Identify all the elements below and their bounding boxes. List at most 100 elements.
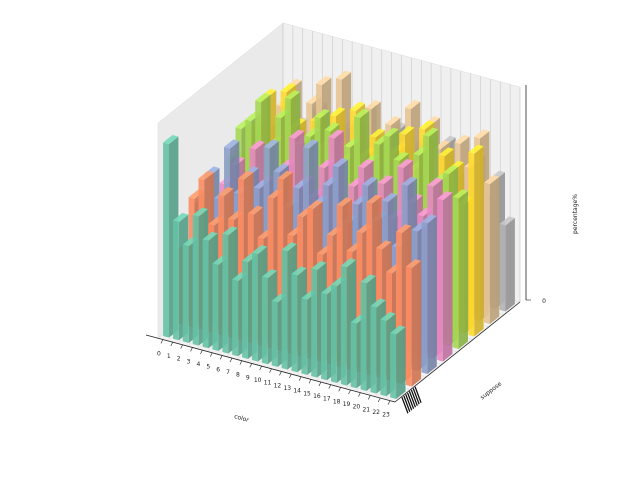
bar-side — [489, 176, 500, 324]
bar-top — [421, 214, 437, 224]
bar-front — [360, 281, 367, 391]
bar-top — [360, 274, 376, 284]
bar-top — [385, 116, 401, 126]
bar-front — [468, 152, 475, 337]
bar-top — [383, 127, 399, 137]
bar-side — [443, 192, 453, 362]
x-tick-label: 1 — [167, 353, 171, 360]
bar-top — [358, 159, 374, 169]
x-tick — [180, 344, 183, 349]
bar-top — [303, 139, 319, 149]
bar-top — [252, 245, 268, 255]
bar-top — [437, 191, 453, 201]
bar-top — [354, 108, 370, 119]
x-tick — [368, 395, 371, 400]
bar-top — [427, 177, 443, 187]
y-tick — [405, 394, 413, 411]
x-tick — [308, 379, 312, 384]
bar-front — [192, 215, 199, 346]
axes: 0 1 2 3 4 5 6 7 8 9 10 11 12 13 14 15 16 17 18 19 20 21 22 23 — [145, 85, 531, 419]
bar-top — [289, 129, 305, 139]
bar-side — [427, 216, 437, 374]
bar-top — [405, 100, 421, 110]
bar-front — [484, 182, 490, 324]
x-tick-label: 12 — [274, 382, 282, 389]
bar-top — [442, 165, 459, 175]
bar — [452, 189, 468, 349]
bar-top — [328, 129, 344, 139]
bar-front — [182, 244, 189, 343]
y-tick — [401, 397, 409, 414]
y-tick — [412, 388, 420, 405]
y-tick — [414, 386, 422, 403]
bar-front — [437, 198, 443, 362]
bar-top — [468, 144, 484, 154]
x-tick-label: 6 — [216, 366, 220, 373]
bar-top — [340, 258, 357, 268]
bar-top — [434, 140, 450, 150]
bar-side — [474, 146, 484, 337]
bar-top — [366, 194, 382, 204]
bar-top — [218, 186, 234, 197]
x-tick — [318, 381, 322, 387]
y-tick — [408, 391, 417, 408]
y-axis-line — [394, 301, 521, 403]
bar-top — [365, 100, 381, 110]
bar — [468, 144, 484, 337]
bar-top — [452, 189, 468, 199]
x-tick — [348, 389, 351, 395]
bar-front — [340, 265, 347, 386]
x-tick-label: 23 — [382, 412, 390, 419]
bar-top — [396, 224, 412, 234]
bar-top — [307, 200, 323, 210]
x-tick-label: 11 — [264, 380, 272, 387]
x-tick-label: 19 — [343, 401, 351, 408]
bar-top — [423, 127, 439, 137]
bar-top — [277, 170, 293, 180]
bar-front — [370, 306, 377, 394]
y-axis-label: suppose — [479, 380, 503, 401]
x-tick — [229, 357, 233, 363]
x-tick-label: 20 — [353, 404, 361, 411]
bar-front — [350, 322, 357, 389]
bar-top — [380, 311, 396, 322]
bar-front — [331, 284, 337, 383]
x-tick — [200, 349, 203, 355]
bar-top — [192, 207, 208, 217]
x-axis-label: color — [233, 413, 250, 424]
x-tick-label: 8 — [236, 372, 240, 379]
bar — [499, 216, 515, 312]
x-tick — [358, 392, 361, 397]
bars — [163, 70, 515, 399]
bar-front — [271, 300, 278, 367]
bar-top — [438, 147, 454, 157]
bar-top — [405, 259, 422, 269]
y-tick — [410, 389, 418, 406]
x-tick — [219, 355, 223, 360]
bar-front — [281, 249, 288, 370]
bar — [421, 214, 437, 374]
bar-top — [332, 158, 348, 168]
bar-top — [324, 122, 340, 132]
bar-front — [421, 221, 428, 374]
bar-top — [198, 170, 214, 180]
x-tick-label: 5 — [206, 364, 210, 371]
x-tick — [377, 397, 381, 403]
bar-top — [202, 231, 218, 241]
bar-front — [252, 252, 258, 362]
x-tick — [249, 363, 253, 368]
bar-front — [380, 319, 387, 397]
x-tick — [190, 347, 193, 352]
bar-front — [163, 142, 169, 338]
x-tick — [387, 400, 391, 405]
bar-top — [419, 120, 435, 130]
x-axis-line — [145, 334, 396, 403]
x-tick — [210, 352, 213, 357]
bar-top — [263, 139, 279, 149]
bar-front — [321, 292, 327, 381]
bar-front — [232, 279, 239, 357]
bar-top — [224, 139, 240, 149]
bar-front — [222, 233, 229, 354]
bar-top — [336, 197, 352, 207]
